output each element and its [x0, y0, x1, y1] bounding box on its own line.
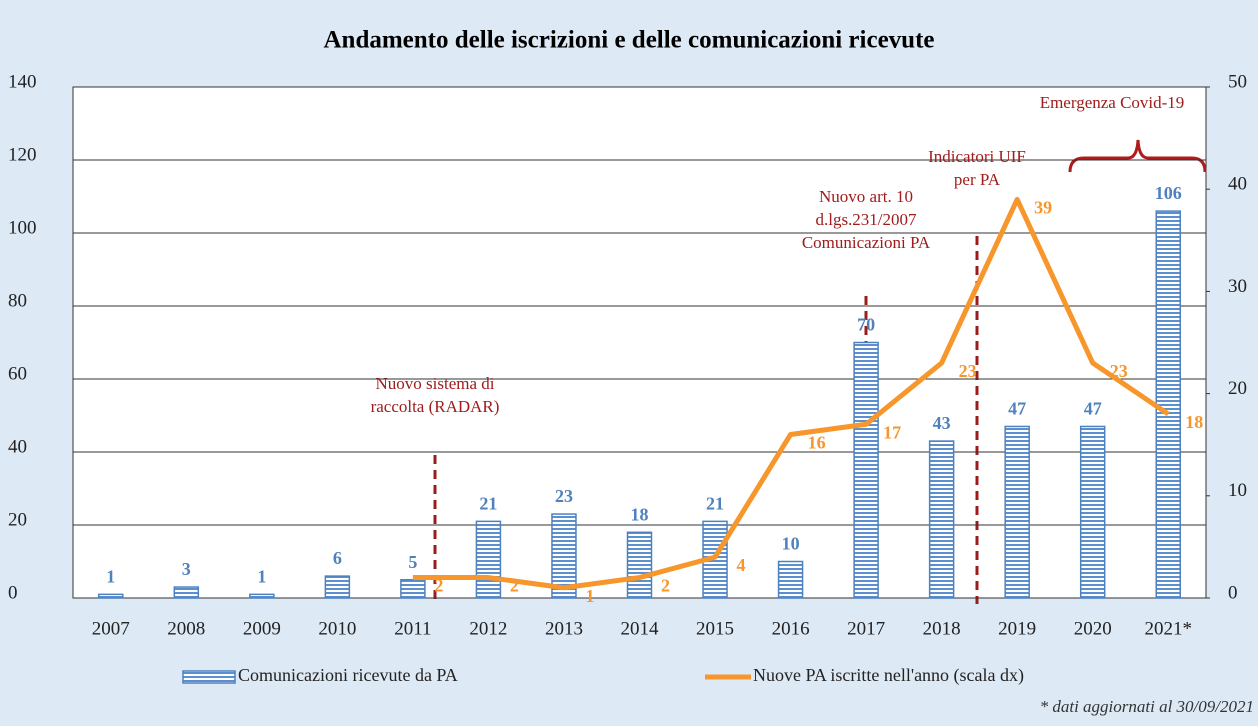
line-value-label: 2: [434, 576, 443, 596]
line-value-label: 23: [959, 361, 977, 381]
x-tick-label: 2019: [998, 618, 1036, 639]
bar-value-label: 1: [106, 566, 115, 586]
line-value-label: 16: [808, 433, 826, 453]
bar: [551, 513, 577, 599]
annotation: Comunicazioni PA: [802, 233, 931, 252]
x-tick-label: 2016: [772, 618, 810, 639]
bar-value-label: 23: [555, 486, 573, 506]
y-tick-label: 40: [8, 436, 27, 457]
x-tick-label: 2012: [469, 618, 507, 639]
bar-value-label: 3: [182, 559, 191, 579]
y2-tick-label: 40: [1228, 174, 1247, 195]
bar-value-label: 21: [706, 493, 724, 513]
bar-value-label: 47: [1084, 399, 1102, 419]
y-tick-label: 60: [8, 363, 27, 384]
line-value-label: 2: [510, 576, 519, 596]
bar: [853, 341, 879, 599]
y2-tick-label: 50: [1228, 71, 1247, 92]
y2-tick-label: 30: [1228, 276, 1247, 297]
y-tick-label: 100: [8, 217, 37, 238]
x-tick-label: 2020: [1074, 618, 1112, 639]
y-tick-label: 20: [8, 509, 27, 530]
bar-value-label: 21: [479, 493, 497, 513]
bar-value-label: 1: [257, 566, 266, 586]
bar-value-label: 18: [631, 504, 649, 524]
x-tick-label: 2021*: [1144, 618, 1192, 639]
y2-tick-label: 20: [1228, 378, 1247, 399]
x-tick-label: 2017: [847, 618, 885, 639]
covid-brace: [1068, 139, 1207, 173]
x-tick-label: 2008: [167, 618, 205, 639]
x-tick-label: 2010: [318, 618, 356, 639]
y-tick-label: 80: [8, 290, 27, 311]
bar-value-label: 47: [1008, 399, 1026, 419]
bar: [400, 579, 426, 599]
bar-value-label: 106: [1155, 183, 1182, 203]
x-tick-label: 2009: [243, 618, 281, 639]
bar-value-label: 43: [933, 413, 951, 433]
annotation: Nuovo sistema di: [376, 374, 495, 393]
bar-value-label: 10: [782, 534, 800, 554]
y-tick-label: 0: [8, 582, 18, 603]
bar: [98, 593, 124, 599]
line-value-label: 39: [1034, 198, 1052, 218]
footnote: * dati aggiornati al 30/09/2021: [1040, 697, 1254, 716]
bar: [173, 586, 200, 599]
annotation: Nuovo art. 10: [819, 187, 913, 206]
line-value-label: 1: [585, 586, 594, 606]
y-tick-label: 120: [8, 144, 37, 165]
bar-value-label: 5: [408, 552, 417, 572]
y2-tick-label: 10: [1228, 480, 1247, 501]
bar: [1079, 425, 1106, 599]
bar-value-label: 70: [857, 315, 875, 335]
bar: [475, 520, 502, 599]
y2-tick-label: 0: [1228, 582, 1238, 603]
bar: [249, 593, 275, 599]
bar: [1004, 425, 1030, 599]
bar: [1155, 210, 1181, 599]
annotation: Indicatori UIF: [928, 147, 1026, 166]
legend-swatch: [182, 670, 236, 684]
line-value-label: 18: [1185, 412, 1203, 432]
annotation: raccolta (RADAR): [371, 397, 500, 416]
chart-title: Andamento delle iscrizioni e delle comun…: [323, 27, 934, 54]
line-series: [412, 196, 1170, 591]
line-value-label: 23: [1110, 361, 1128, 381]
line-value-label: 4: [737, 555, 746, 575]
bar: [777, 560, 804, 599]
bar: [928, 440, 955, 599]
annotation: Emergenza Covid-19: [1040, 93, 1185, 112]
line-value-label: 17: [883, 422, 901, 442]
x-tick-label: 2018: [923, 618, 961, 639]
bar: [324, 575, 351, 599]
x-tick-label: 2014: [621, 618, 660, 639]
x-tick-label: 2007: [92, 618, 130, 639]
x-tick-label: 2015: [696, 618, 734, 639]
bar: [626, 531, 653, 599]
bar-value-label: 6: [333, 548, 342, 568]
legend-label: Nuove PA iscritte nell'anno (scala dx): [753, 665, 1024, 686]
annotation: d.lgs.231/2007: [815, 210, 917, 229]
y-tick-label: 140: [8, 71, 37, 92]
line-value-label: 2: [661, 576, 670, 596]
x-tick-label: 2011: [394, 618, 431, 639]
annotation: per PA: [954, 170, 1001, 189]
x-tick-label: 2013: [545, 618, 583, 639]
legend-label: Comunicazioni ricevute da PA: [238, 665, 458, 685]
